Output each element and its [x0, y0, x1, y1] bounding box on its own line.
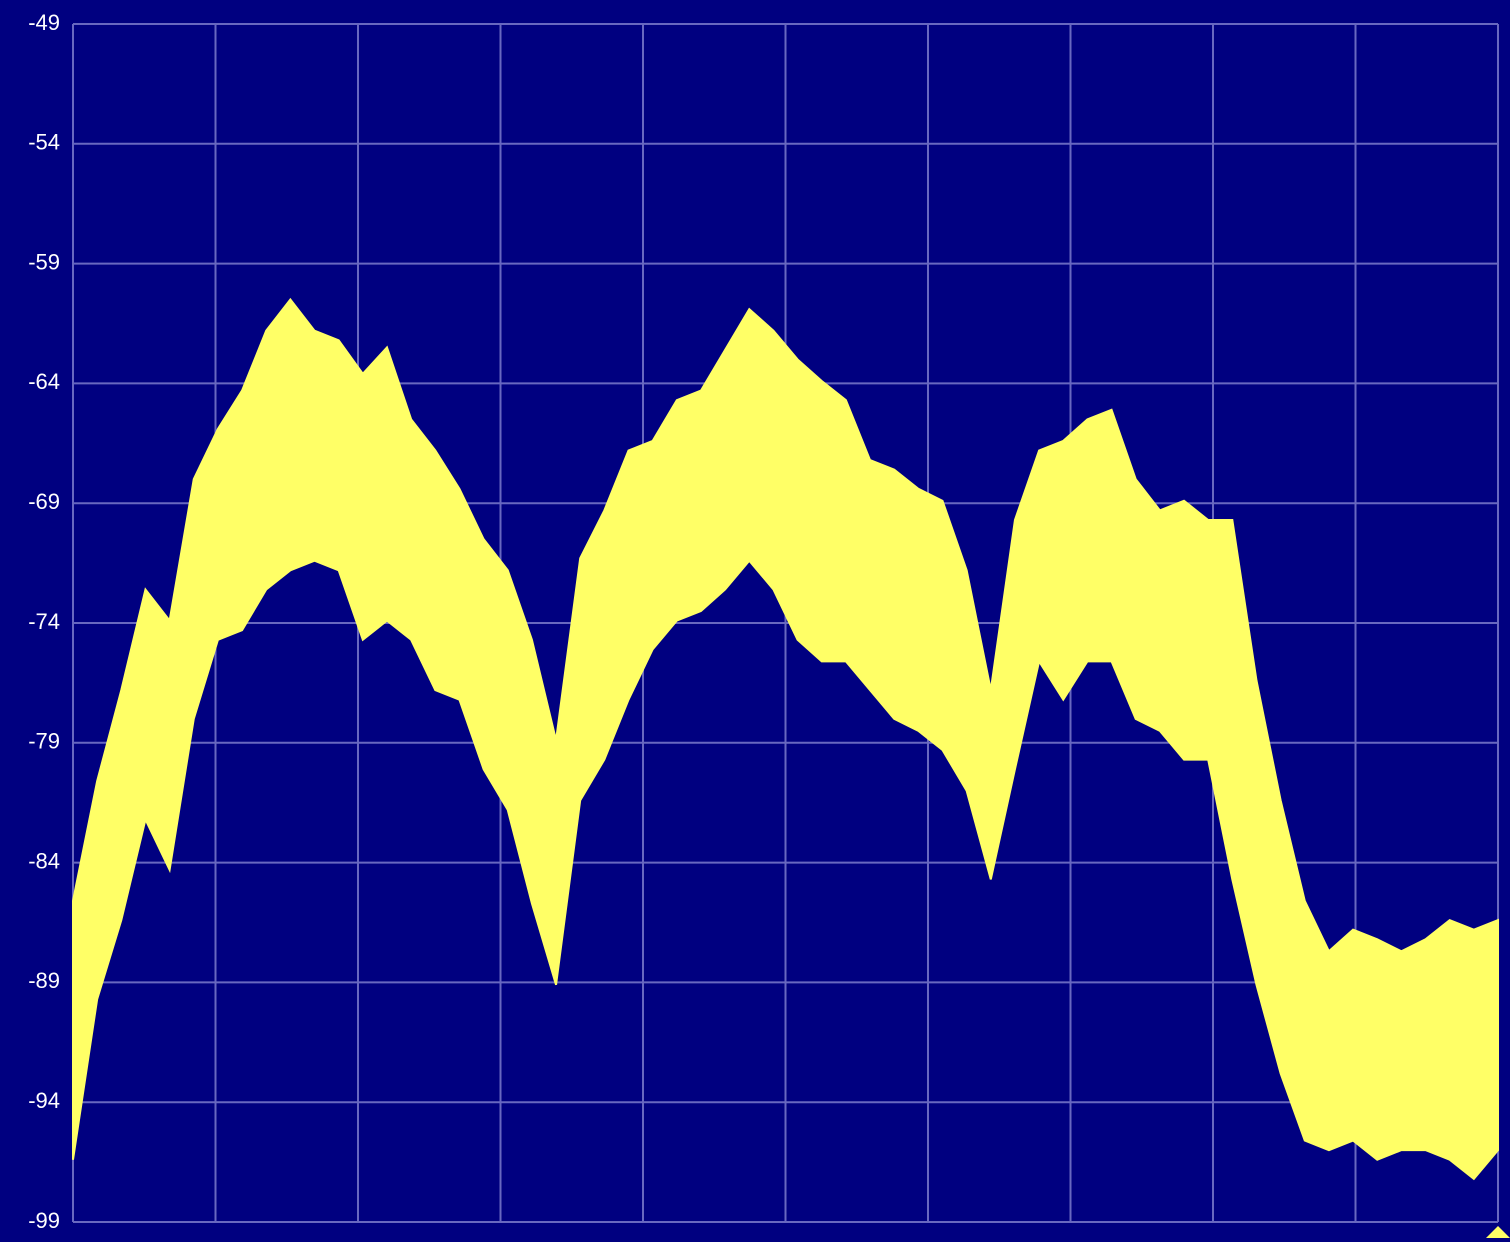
y-tick-label: -79 — [28, 729, 60, 754]
y-tick-label: -49 — [28, 10, 60, 35]
band — [72, 297, 1499, 1181]
y-tick-label: -89 — [28, 968, 60, 993]
y-tick-label: -54 — [28, 130, 60, 155]
y-tick-label: -69 — [28, 489, 60, 514]
y-tick-label: -99 — [28, 1208, 60, 1233]
y-tick-label: -64 — [28, 369, 60, 394]
marker — [1486, 1226, 1510, 1238]
y-tick-label: -84 — [28, 848, 60, 873]
plot — [72, 297, 1499, 1181]
y-tick-label: -74 — [28, 609, 60, 634]
y-tick-label: -94 — [28, 1088, 60, 1113]
y-tick-label: -59 — [28, 249, 60, 274]
